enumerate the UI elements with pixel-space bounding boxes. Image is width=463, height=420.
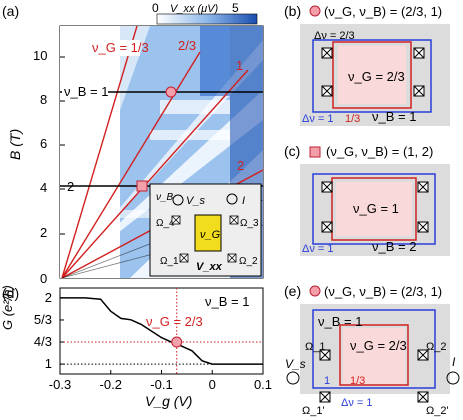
inset-o2: Ω_2	[239, 256, 258, 267]
panel-e-o2: Ω_2	[426, 341, 446, 353]
panel-e-o2p: Ω_2'	[426, 405, 449, 417]
panel-d-xtick-2: -0.1	[150, 377, 172, 392]
panel-e-i: I	[452, 355, 456, 369]
panel-b-dnu-top: Δν = 2/3	[314, 30, 355, 42]
panel-b-gate	[338, 46, 406, 104]
panel-e-frac: 1/3	[350, 375, 365, 387]
panel-d-ytick-2: 5/3	[34, 312, 52, 327]
inset-o4: Ω_4	[156, 218, 175, 229]
panel-e-title: (ν_G, ν_B) = (2/3, 1)	[324, 284, 442, 299]
panel-e-center: ν_G = 2/3	[350, 338, 407, 353]
ytick-4: 4	[40, 180, 47, 195]
panel-d-xtick-4: 0.1	[254, 377, 272, 392]
square-marker	[136, 180, 148, 192]
line-2-3	[61, 51, 201, 279]
panel-e-vs: V_s	[285, 357, 306, 371]
conductance-marker	[171, 336, 183, 348]
panel-b-dnu-bottom: Δν = 1	[302, 113, 334, 125]
inset-vs: V_s	[186, 195, 205, 207]
panel-c-gate	[336, 182, 412, 236]
panel-d-ytick-1: 4/3	[34, 334, 52, 349]
panel-a-label: (a)	[2, 3, 19, 19]
vs-source-icon	[286, 371, 300, 385]
ammeter-icon	[446, 371, 460, 385]
panel-b-center: ν_G = 2/3	[348, 69, 405, 84]
circle-marker	[165, 86, 177, 98]
panel-d-ylabel: G (e²/h)	[0, 285, 15, 330]
inset-o3: Ω_3	[240, 218, 259, 229]
panel-d-xtick-1: -0.2	[100, 377, 122, 392]
panel-c-label: (c)	[284, 143, 300, 159]
panel-d-xtick-0: -0.3	[49, 377, 71, 392]
panel-d-ytick-3: 2	[45, 290, 52, 305]
panel-b-title: (ν_G, ν_B) = (2/3, 1)	[324, 4, 442, 19]
ytick-10: 10	[33, 48, 47, 63]
label-bg	[60, 40, 140, 56]
panel-b-circle-icon	[309, 5, 321, 17]
panel-d-ytick-0: 1	[45, 356, 52, 371]
colorbar	[156, 13, 258, 25]
nuB-label-1: ν_B = 1	[64, 84, 108, 99]
panel-a-yticks: 0 2 4 6 8 10	[33, 48, 47, 286]
panel-c-center: ν_G = 1	[353, 201, 399, 216]
ytick-0: 0	[40, 271, 47, 286]
panel-d-marker-label: ν_G = 2/3	[146, 314, 203, 329]
line-label-1: 1	[236, 58, 243, 73]
line-label-1-3: ν_G = 1/3	[92, 40, 149, 55]
ytick-8: 8	[40, 92, 47, 107]
panel-d: (d) 1 4/3 5/3 2 -0.3 -0.2 -0.1 0 0.1 ν_B = 1 ν_G…	[0, 285, 272, 409]
panel-e-gate	[343, 328, 405, 384]
panel-d-xlabel: V_g (V)	[145, 393, 192, 409]
panel-b-frac: 1/3	[345, 113, 360, 125]
ytick-6: 6	[40, 136, 47, 151]
line-label-2-3: 2/3	[178, 38, 196, 53]
panel-c-nuB: ν_B = 2	[372, 239, 416, 254]
line-1-3	[61, 25, 138, 279]
panel-d-plot	[59, 287, 264, 375]
inset-vg: ν_G	[200, 229, 221, 241]
panel-e-nuB: ν_B = 1	[318, 314, 362, 329]
ytick-2: 2	[40, 225, 47, 240]
panel-a-tickmarks	[60, 56, 65, 235]
panel-e: (e) (ν_G, ν_B) = (2/3, 1) ν_B = 1 ν_G = …	[284, 283, 460, 417]
conductance-curve	[60, 297, 263, 365]
panel-c-square-icon	[309, 146, 321, 158]
panel-d-label: (d)	[2, 285, 19, 301]
colorbar-max: 5	[232, 1, 239, 15]
panel-b: (b) (ν_G, ν_B) = (2/3, 1) ν_G = 2/3 Δν =…	[284, 3, 450, 126]
panel-e-label: (e)	[284, 283, 301, 299]
inset-o1: Ω_1	[160, 256, 179, 267]
colorbar-min: 0	[152, 1, 159, 15]
panel-a-ylabel: B (T)	[7, 129, 23, 160]
inset-vb: ν_B	[156, 192, 174, 203]
panel-d-xtick-3: 0	[209, 377, 216, 392]
colorbar-label: V_xx (μV)	[170, 3, 219, 15]
nuB-label-2: 2	[67, 179, 74, 194]
panel-e-o1: Ω_1	[305, 341, 325, 353]
inset-i: I	[242, 195, 245, 207]
line-1	[61, 69, 249, 279]
panel-a: (a) 0 V_xx (μV) 5 0 2 4	[2, 1, 264, 286]
panel-e-circle-icon	[309, 285, 321, 297]
line-label-2: 2	[237, 158, 244, 173]
panel-d-nuB: ν_B = 1	[205, 294, 249, 309]
label-bg2	[62, 82, 108, 98]
inset-gate	[194, 214, 222, 252]
panel-e-one: 1	[324, 375, 330, 387]
panel-c-title: (ν_G, ν_B) = (1, 2)	[326, 144, 433, 159]
panel-b-nuB: ν_B = 1	[372, 109, 416, 124]
panel-d-ticks: 1 4/3 5/3 2 -0.3 -0.2 -0.1 0 0.1	[34, 290, 272, 392]
panel-b-label: (b)	[284, 3, 301, 19]
inset-vxx: V_xx	[196, 261, 223, 273]
panel-c-dnu: Δν = 1	[302, 243, 334, 255]
panel-a-inset: ν_G V_xx ν_B V_s I Ω_4 Ω_3 Ω_1 Ω_2	[149, 183, 262, 277]
panel-e-dnu: Δν = 1	[341, 397, 373, 409]
panel-e-o1p: Ω_1'	[302, 405, 325, 417]
panel-c: (c) (ν_G, ν_B) = (1, 2) ν_G = 1 Δν = 1 ν…	[284, 143, 450, 256]
